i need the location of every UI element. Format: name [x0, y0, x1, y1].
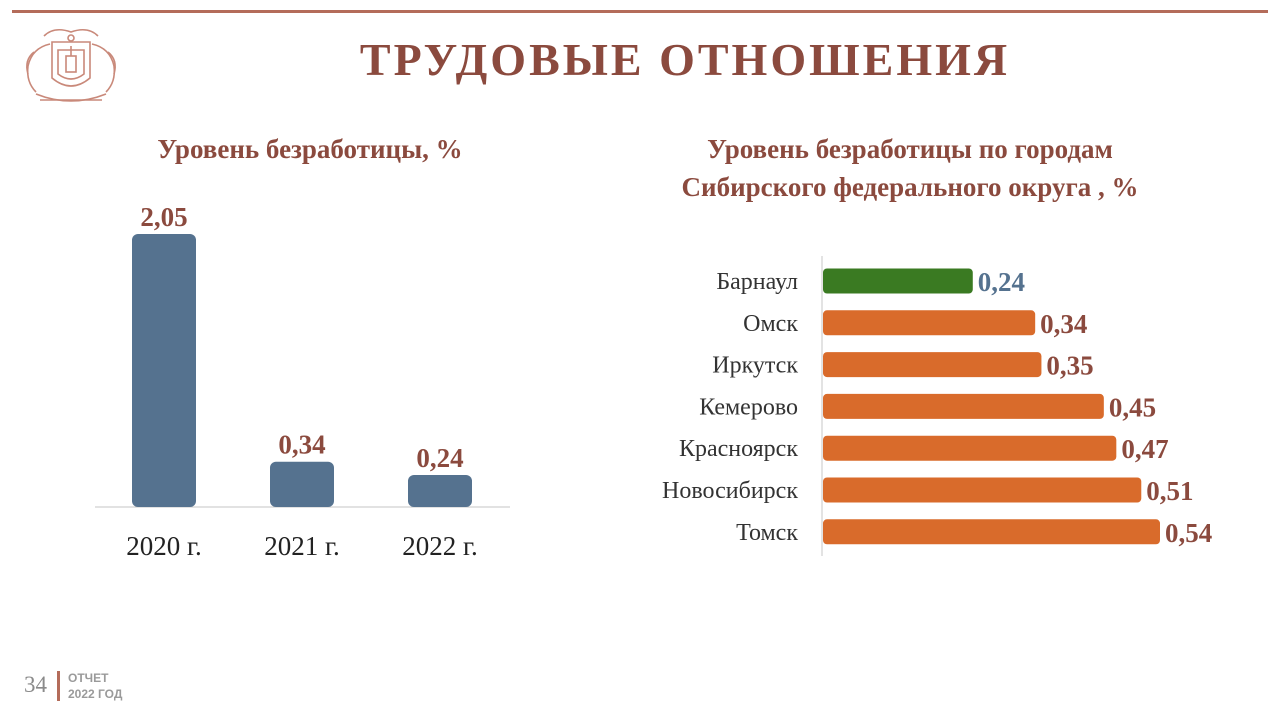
bar-value-label: 0,34: [278, 430, 325, 460]
slide-title: ТРУДОВЫЕ ОТНОШЕНИЯ: [359, 34, 1011, 85]
y-tick-label: Красноярск: [679, 436, 798, 462]
bar-city-1: [823, 310, 1036, 336]
y-tick-label: Омск: [743, 311, 798, 337]
right-chart-title: Уровень безработицы по городам Сибирског…: [681, 134, 1139, 202]
bar-value-label: 0,35: [1046, 351, 1093, 381]
bar-value-label: 0,45: [1109, 392, 1156, 422]
footer-divider: [57, 671, 60, 701]
x-tick-label: 2020 г.: [126, 531, 202, 561]
bar-city-5: [823, 477, 1142, 503]
bar-value-label: 0,54: [1165, 518, 1212, 548]
top-accent-rule: [12, 10, 1268, 13]
y-tick-label: Барнаул: [716, 269, 798, 295]
bar-city-2: [823, 352, 1042, 378]
bar-city-0: [823, 268, 973, 294]
bar-value-label: 0,24: [416, 443, 463, 473]
bar-city-4: [823, 435, 1117, 461]
bar-city-6: [823, 519, 1160, 545]
bar-value-label: 0,51: [1146, 476, 1193, 506]
page-number: 34: [24, 672, 47, 697]
bar-value-label: 0,47: [1121, 434, 1168, 464]
bar-city-3: [823, 393, 1104, 419]
y-tick-label: Иркутск: [712, 353, 798, 379]
left-chart-title: Уровень безработицы, %: [157, 134, 463, 164]
city-coat-of-arms-icon: [26, 28, 116, 102]
bar-value-label: 0,34: [1040, 309, 1087, 339]
bar-year-1: [270, 461, 334, 507]
y-tick-label: Кемерово: [699, 394, 798, 420]
x-tick-label: 2022 г.: [402, 531, 478, 561]
bar-value-label: 2,05: [140, 202, 187, 232]
y-tick-label: Томск: [736, 520, 798, 546]
footer-label: ОТЧЕТ 2022 ГОД: [68, 671, 123, 701]
bar-year-2: [408, 475, 472, 507]
x-tick-label: 2021 г.: [264, 531, 340, 561]
bar-year-0: [132, 234, 196, 507]
bar-value-label: 0,24: [978, 267, 1025, 297]
y-tick-label: Новосибирск: [662, 478, 798, 504]
